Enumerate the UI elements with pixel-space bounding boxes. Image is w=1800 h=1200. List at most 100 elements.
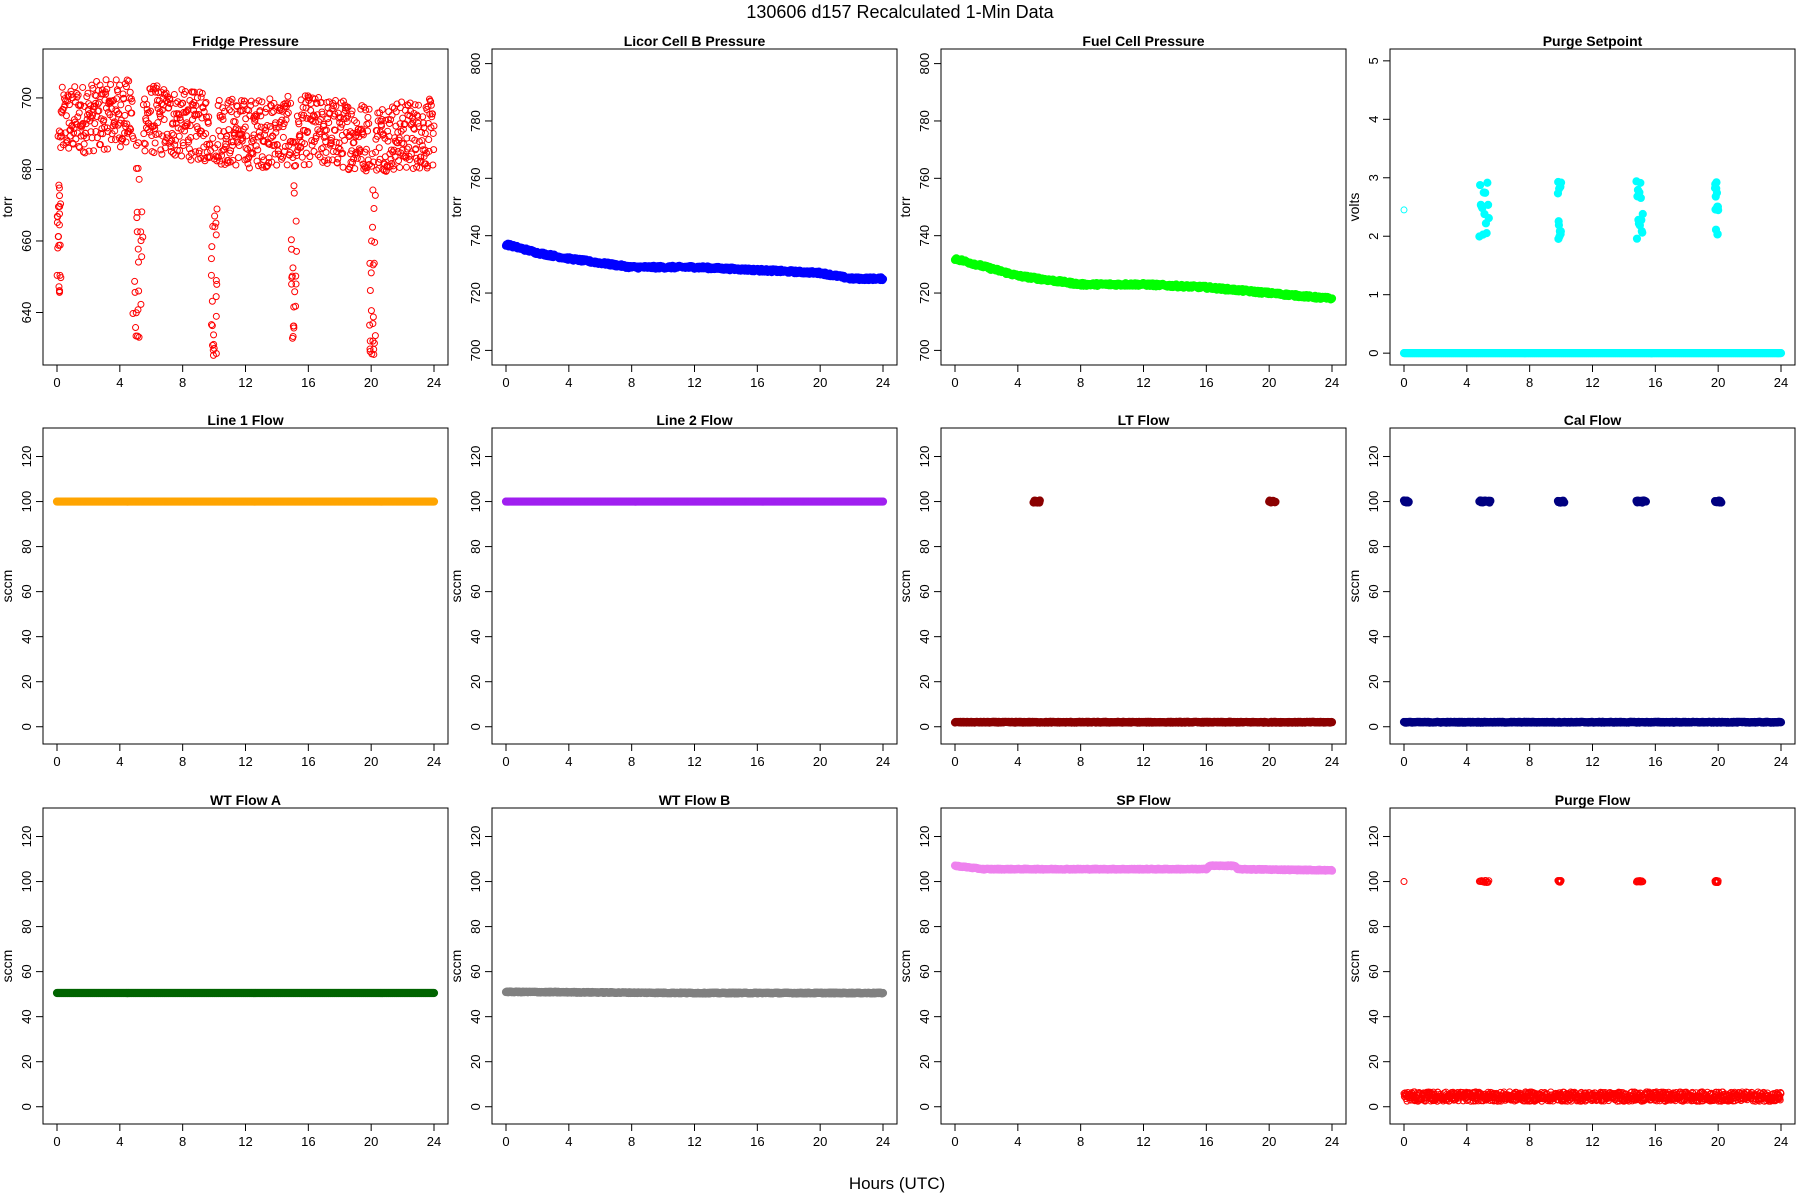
data-point [419, 119, 427, 127]
data-point [1636, 178, 1645, 188]
x-tick-label: 24 [1325, 375, 1339, 390]
data-point [325, 98, 333, 106]
data-point [288, 272, 296, 280]
data-point [364, 127, 372, 135]
data-point [414, 119, 422, 127]
y-tick-label: 60 [19, 584, 34, 598]
data-point [213, 157, 221, 165]
data-point [295, 118, 303, 126]
data-point [350, 116, 358, 124]
data-point [284, 109, 292, 117]
data-point [411, 136, 419, 144]
y-tick-label: 100 [19, 491, 34, 513]
data-point [1776, 349, 1786, 358]
x-tick-label: 4 [565, 754, 572, 769]
data-point [228, 95, 236, 103]
data-point [265, 158, 273, 166]
data-point [218, 147, 226, 155]
data-point [417, 153, 425, 161]
data-point [1476, 180, 1485, 190]
data-point [878, 274, 888, 284]
data-point [400, 140, 408, 148]
y-axis-label: sccm [448, 570, 464, 603]
data-point [328, 134, 336, 142]
y-tick-label: 100 [1366, 491, 1381, 513]
data-point [101, 123, 109, 131]
data-point [100, 145, 108, 153]
y-tick-label: 700 [917, 340, 932, 362]
data-point [123, 76, 131, 84]
y-tick-label: 1 [1366, 291, 1381, 298]
data-point [134, 306, 142, 314]
data-point [94, 100, 102, 108]
data-point [104, 127, 112, 135]
data-point [183, 121, 191, 129]
data-point [258, 98, 266, 106]
data-point [147, 107, 155, 115]
data-point [387, 116, 395, 124]
data-point [66, 132, 74, 140]
data-point [430, 122, 438, 130]
data-point [208, 322, 216, 330]
data-point [224, 156, 232, 164]
data-point [55, 184, 63, 192]
x-tick-label: 16 [750, 375, 764, 390]
data-point [133, 214, 141, 222]
data-point [143, 100, 151, 108]
x-tick-label: 20 [364, 375, 378, 390]
data-point [141, 147, 149, 155]
x-tick-label: 0 [951, 754, 958, 769]
data-point [169, 119, 177, 127]
panel-title: Fuel Cell Pressure [1082, 33, 1204, 49]
data-point [348, 158, 356, 166]
data-point [131, 277, 139, 285]
data-point [212, 293, 220, 301]
data-point [156, 108, 164, 116]
data-point [132, 141, 140, 149]
data-point [396, 120, 404, 128]
plot-frame [1389, 48, 1796, 366]
data-point [219, 115, 227, 123]
y-tick-label: 80 [1366, 539, 1381, 553]
data-point [350, 155, 358, 163]
data-point [384, 116, 392, 124]
data-point [212, 231, 220, 239]
data-point [193, 111, 201, 119]
data-point [357, 105, 365, 113]
data-point [387, 155, 395, 163]
data-point [58, 83, 66, 91]
y-tick-label: 120 [468, 446, 483, 468]
x-tick-label: 20 [1711, 754, 1725, 769]
y-tick-label: 720 [468, 282, 483, 304]
data-point [334, 155, 342, 163]
data-point [390, 165, 398, 173]
data-point [57, 144, 65, 152]
data-point [272, 128, 280, 136]
x-tick-label: 4 [116, 375, 123, 390]
y-tick-label: 0 [468, 723, 483, 730]
data-point [222, 140, 230, 148]
x-tick-label: 16 [1648, 375, 1662, 390]
data-point [303, 114, 311, 122]
y-tick-label: 100 [468, 491, 483, 513]
data-point [1482, 229, 1491, 238]
data-point [429, 161, 437, 169]
data-point [201, 100, 209, 108]
data-point [79, 119, 87, 127]
panel-title: Line 1 Flow [207, 412, 283, 428]
data-point [397, 127, 405, 135]
data-point [111, 121, 119, 129]
data-point [241, 123, 249, 131]
data-point [211, 212, 219, 220]
data-point [104, 145, 112, 153]
y-tick-label: 0 [917, 723, 932, 730]
data-point [306, 153, 314, 161]
data-point [385, 120, 393, 128]
data-point [411, 101, 419, 109]
data-point [120, 119, 128, 127]
data-point [359, 131, 367, 139]
data-point [242, 132, 250, 140]
plot-frame [42, 48, 449, 366]
data-point [57, 129, 65, 137]
